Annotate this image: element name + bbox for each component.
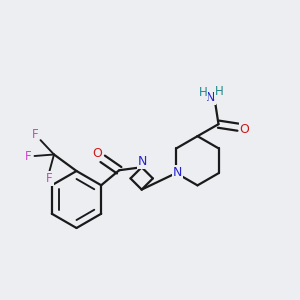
Text: F: F <box>32 128 38 141</box>
Text: O: O <box>240 123 250 136</box>
Text: H: H <box>215 85 224 98</box>
Text: N: N <box>138 155 147 168</box>
Text: N: N <box>206 91 215 104</box>
Text: F: F <box>25 149 31 163</box>
Text: H: H <box>199 85 207 99</box>
Text: N: N <box>173 166 182 179</box>
Text: F: F <box>46 172 53 185</box>
Text: O: O <box>92 147 102 160</box>
